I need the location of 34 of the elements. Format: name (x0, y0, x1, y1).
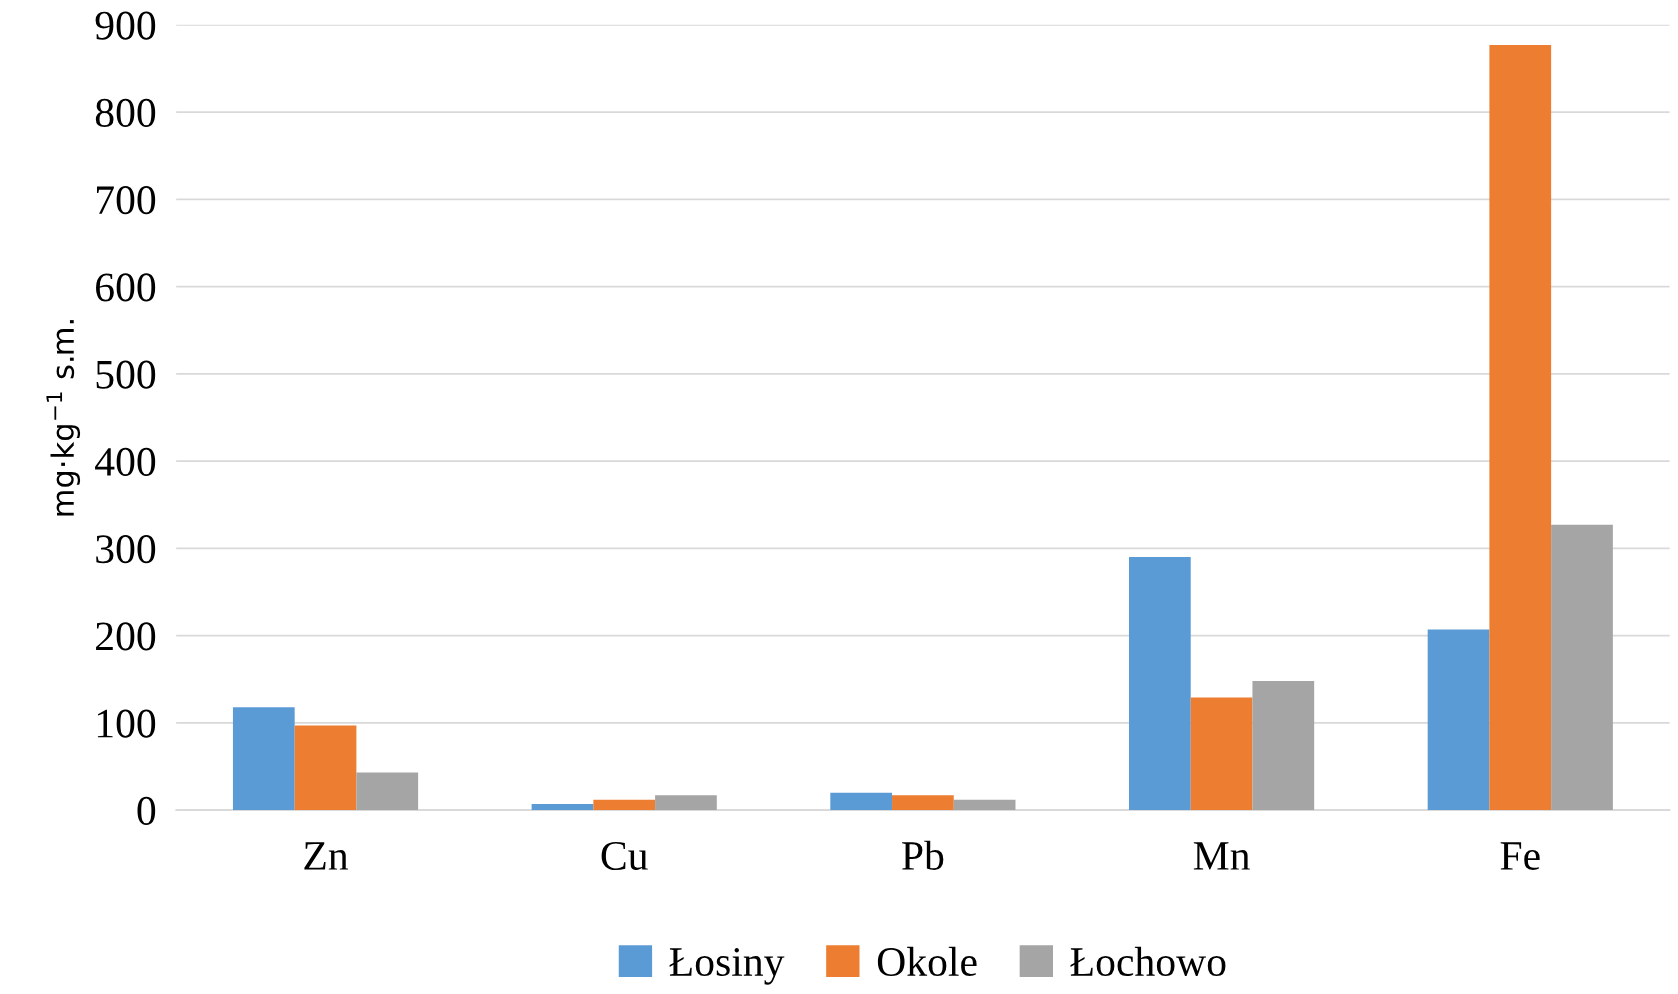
y-tick-label: 600 (96, 273, 156, 302)
y-tick-label: 400 (95, 447, 156, 476)
x-tick-label: Mn (1193, 842, 1250, 870)
y-tick-label: 100 (97, 709, 156, 738)
bar (892, 795, 954, 811)
bar (655, 795, 717, 811)
x-tick-label: Fe (1500, 842, 1540, 870)
bar (1252, 680, 1315, 811)
y-tick-label: 200 (96, 622, 156, 651)
bar (294, 725, 357, 811)
bar (1190, 697, 1253, 811)
bar (953, 799, 1016, 811)
x-tick-label: Cu (601, 841, 648, 870)
y-tick-label: 300 (96, 535, 156, 564)
bar (830, 792, 893, 811)
bar (1427, 629, 1490, 811)
bar (1551, 524, 1613, 811)
y-axis-title: mg·kg$^{−1}$ s.m. (46, 320, 81, 516)
y-tick-label: 900 (95, 11, 156, 40)
bar (593, 799, 656, 811)
bar (531, 804, 594, 811)
y-tick-label: 0 (137, 796, 156, 825)
legend-label: Łosiny (669, 948, 785, 985)
legend-label: Łochowo (1070, 946, 1226, 977)
legend-label: Okole (877, 946, 977, 977)
x-tick-label: Zn (304, 842, 349, 870)
x-tick-label: Pb (902, 840, 944, 870)
y-tick-label: 800 (95, 98, 156, 127)
bar (356, 772, 419, 811)
bar (232, 707, 295, 811)
bar (1128, 557, 1191, 811)
y-tick-label: 500 (96, 360, 156, 389)
bar (1489, 44, 1552, 811)
y-tick-label: 700 (96, 186, 156, 215)
